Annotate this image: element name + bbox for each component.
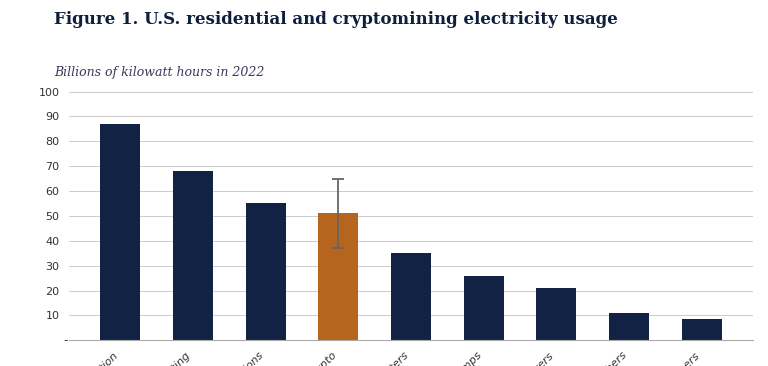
Bar	[536, 288, 576, 340]
Bar	[609, 313, 649, 340]
Bar	[464, 276, 504, 340]
Text: Figure 1. U.S. residential and cryptomining electricity usage: Figure 1. U.S. residential and cryptomin…	[54, 11, 617, 28]
Text: -: -	[63, 334, 68, 347]
Bar	[246, 203, 286, 340]
Bar	[681, 319, 722, 340]
Bar	[100, 124, 141, 340]
Text: Billions of kilowatt hours in 2022: Billions of kilowatt hours in 2022	[54, 66, 264, 79]
Bar	[173, 171, 213, 340]
Bar	[391, 253, 431, 340]
Bar	[318, 213, 358, 340]
